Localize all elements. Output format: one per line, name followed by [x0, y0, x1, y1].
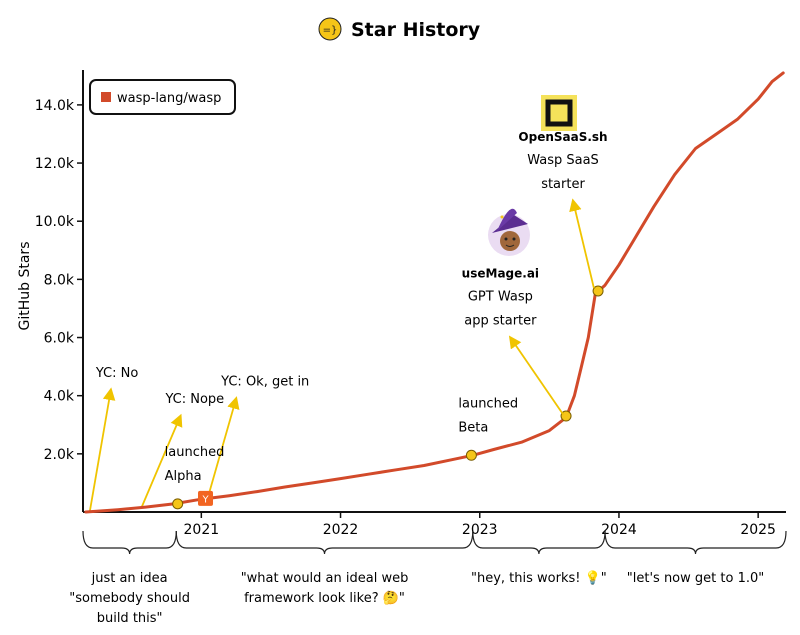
x-axis-ticks: 2021 2022 2023 2024 2025 [184, 512, 776, 538]
promo-annotations: useMage.ai GPT Wasp app starter OpenSaaS.sh… [462, 130, 608, 416]
logo-icon [318, 17, 342, 41]
milestone-marker [172, 498, 184, 510]
promo-line: GPT Wasp [468, 290, 533, 305]
chart-title: =} Star History [318, 17, 481, 41]
milestone-marker [592, 285, 604, 297]
callout-arrow [140, 413, 183, 508]
legend-label: wasp-lang/wasp [117, 91, 221, 106]
phase-label: "hey, this works! 💡" [471, 570, 607, 586]
promo-line: Wasp SaaS [527, 153, 599, 168]
milestone-label: Beta [458, 420, 488, 435]
legend-box [89, 79, 236, 115]
mage-wizard-icon [488, 208, 530, 256]
y-tick-label: 6.0k [44, 331, 75, 347]
phase-label: build this" [97, 611, 163, 626]
phase-brace [472, 530, 606, 555]
milestone-markers: launched Alpha launched Beta [165, 285, 604, 510]
legend: wasp-lang/wasp [89, 79, 236, 115]
logo-icon-glyph: =} [323, 25, 338, 36]
phase-label: "what would an ideal web [241, 571, 409, 586]
promo-brand: useMage.ai [462, 267, 539, 281]
callout-arrow [89, 387, 116, 511]
yc-marker: Y [198, 490, 214, 506]
yc-logo-icon [198, 490, 214, 506]
phase-brace [82, 530, 177, 555]
phase-brace [175, 530, 474, 555]
y-tick-label: 10.0k [35, 214, 75, 230]
milestone-marker [465, 449, 477, 461]
y-tick-label: 4.0k [44, 389, 75, 405]
x-tick-label: 2022 [323, 522, 359, 538]
phase-label: "let's now get to 1.0" [627, 571, 764, 586]
promo-line: app starter [464, 314, 537, 329]
milestone-label: launched [165, 445, 225, 460]
phase-braces: just an idea "somebody should build this" "… [69, 530, 787, 626]
promo-line: starter [541, 177, 585, 192]
y-tick-label: 12.0k [35, 156, 75, 172]
series-line-wasp [84, 71, 785, 514]
chart-title-text: Star History [351, 19, 481, 41]
promo-brand: OpenSaaS.sh [518, 130, 607, 144]
legend-swatch [101, 92, 111, 102]
callout-arrow [207, 396, 240, 497]
promo-arrow [569, 198, 595, 289]
callout-label: YC: No [95, 366, 139, 381]
phase-label: "somebody should [69, 591, 190, 606]
phase-label: just an idea [91, 571, 168, 586]
y-axis-ticks: 2.0k 4.0k 6.0k 8.0k 10.0k 12.0k 14.0k [35, 98, 83, 463]
promo-arrow [508, 335, 565, 416]
x-tick-label: 2021 [184, 522, 220, 538]
x-tick-label: 2023 [462, 522, 498, 538]
callout-label: YC: Nope [164, 392, 224, 407]
milestone-label: Alpha [165, 469, 202, 484]
yc-logo-letter: Y [201, 494, 209, 505]
callout-arrows: YC: No YC: Nope YC: Ok, get in [89, 366, 309, 511]
y-tick-label: 8.0k [44, 272, 75, 288]
phase-label: framework look like? 🤔" [244, 590, 405, 606]
x-tick-label: 2024 [601, 522, 637, 538]
y-tick-label: 14.0k [35, 98, 75, 114]
y-tick-label: 2.0k [44, 447, 75, 463]
milestone-label: launched [458, 396, 518, 411]
x-tick-label: 2025 [740, 522, 776, 538]
phase-brace [604, 530, 787, 555]
y-axis-label: GitHub Stars [17, 242, 33, 331]
opensaas-logo-icon [541, 95, 577, 131]
callout-label: YC: Ok, get in [220, 375, 309, 390]
